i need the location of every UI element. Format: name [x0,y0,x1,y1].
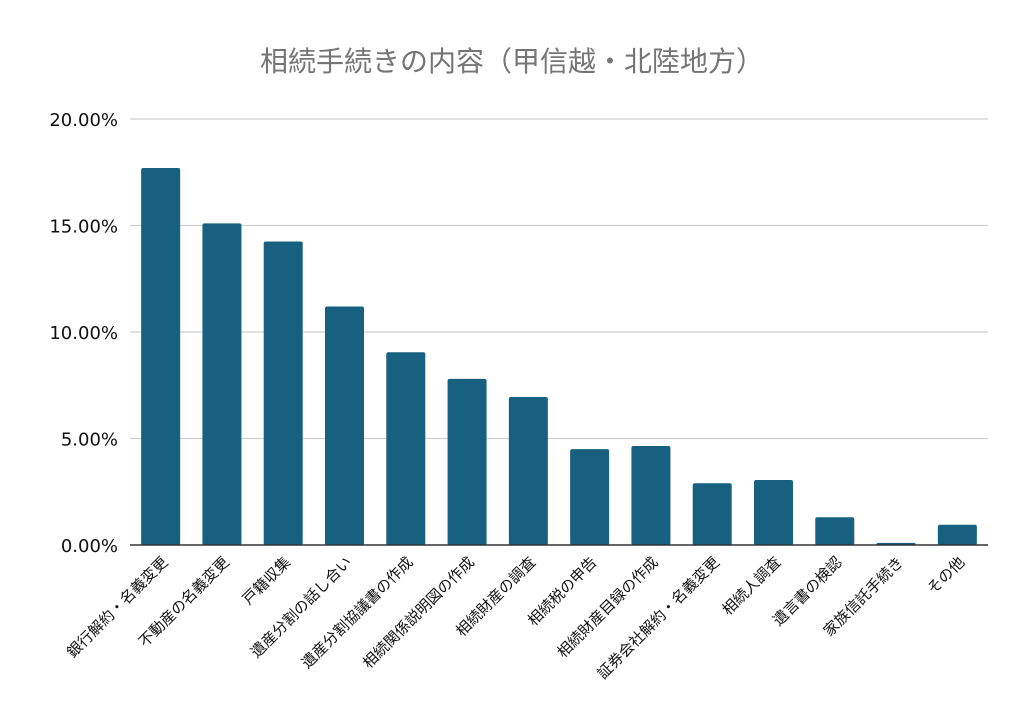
y-tick-label: 20.00% [49,110,118,131]
bar [692,483,732,545]
gridlines [130,118,988,440]
x-category-label: 銀行解約・名義変更 [63,553,171,661]
bar [815,517,855,545]
x-category-label: 相続財産目録の作成 [554,553,662,661]
y-tick-label: 0.00% [61,536,118,557]
y-tick-label: 5.00% [61,430,118,451]
bar [508,396,548,545]
x-category-label: 相続人調査 [719,553,785,619]
x-category-label: その他 [924,553,969,598]
x-category-label: 遺産分割協議書の作成 [298,553,417,672]
x-category-label: 遺産分割の話し合い [247,553,355,661]
bar [386,352,426,545]
y-tick-label: 15.00% [49,217,118,238]
bar [631,445,671,545]
bar [263,241,303,545]
bars [141,167,977,546]
bar [570,449,610,545]
bar [325,306,364,545]
x-category-label: 戸籍収集 [239,553,294,608]
bar [754,480,793,545]
y-tick-label: 10.00% [49,323,118,344]
bar [202,223,242,545]
x-category-label: 相続関係説明図の作成 [359,553,478,672]
bar [937,524,977,545]
bar [141,167,181,546]
x-category-label: 証券会社解約・名義変更 [594,553,723,682]
chart-title: 相続手続きの内容（甲信越・北陸地方） [259,45,764,78]
y-axis-ticks: 0.00% 5.00% 10.00% 15.00% 20.00% [49,110,118,557]
bar [447,378,487,545]
